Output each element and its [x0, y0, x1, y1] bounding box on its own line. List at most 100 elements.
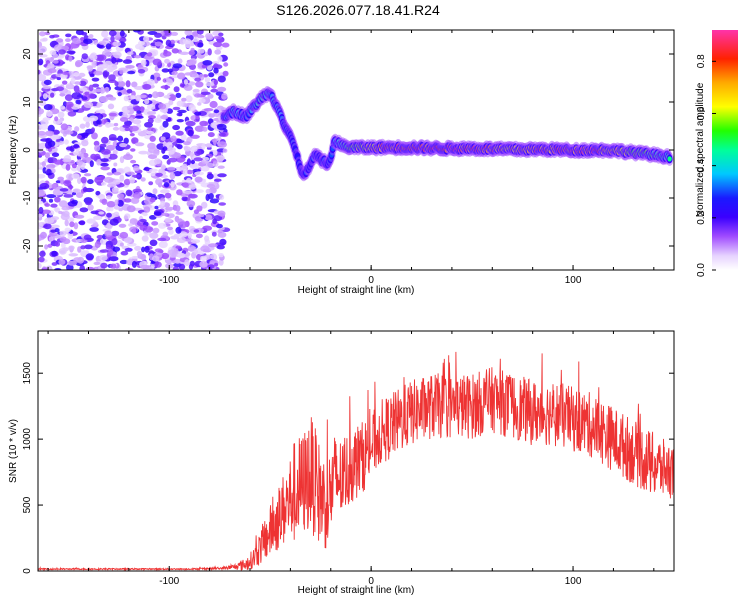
noise-blob [67, 111, 77, 117]
noise-blob [76, 159, 83, 166]
noise-blob [106, 172, 114, 176]
noise-blob [80, 176, 87, 184]
snr-line [38, 351, 674, 571]
noise-blob [111, 238, 118, 246]
noise-blob [80, 147, 87, 155]
noise-blob [129, 218, 138, 225]
noise-blob [38, 174, 46, 179]
noise-blob [217, 86, 227, 92]
track-core [667, 156, 672, 162]
noise-blob [195, 233, 203, 239]
noise-blob [161, 68, 170, 73]
figure-title: S126.2026.077.18.41.R24 [276, 2, 440, 18]
noise-blob [111, 56, 117, 64]
noise-blob [149, 215, 157, 220]
noise-blob [136, 110, 142, 114]
noise-blob [200, 91, 211, 96]
noise-blob [176, 189, 183, 196]
noise-blob [68, 245, 75, 251]
noise-blob [94, 177, 104, 184]
noise-blob [105, 244, 112, 250]
noise-blob [216, 223, 223, 229]
noise-blob [195, 81, 204, 88]
noise-blob [167, 226, 173, 231]
noise-blob [46, 168, 52, 176]
noise-blob [78, 72, 86, 78]
noise-blob [112, 126, 120, 131]
colorbar-tick-label: 0.6 [696, 106, 707, 120]
noise-blob [154, 32, 162, 38]
snr-xtick-label: 0 [368, 576, 374, 587]
noise-blob [53, 135, 62, 140]
noise-blob [71, 163, 77, 169]
noise-blob [184, 30, 193, 36]
noise-blob [122, 124, 131, 128]
noise-blob [99, 254, 108, 261]
noise-blob [170, 181, 175, 188]
noise-blob [207, 132, 215, 138]
noise-blob [223, 62, 229, 67]
noise-blob [79, 265, 85, 270]
noise-blob [87, 65, 93, 72]
noise-blob [175, 211, 184, 215]
noise-blob [85, 121, 90, 128]
noise-blob [133, 55, 142, 59]
noise-blob [147, 146, 158, 154]
noise-blob [194, 77, 202, 82]
noise-blob [106, 144, 115, 151]
noise-blob [152, 58, 162, 66]
noise-blob [68, 217, 75, 223]
noise-blob [175, 92, 182, 98]
noise-blob [83, 101, 94, 109]
noise-blob [174, 166, 184, 172]
noise-blob [93, 215, 103, 220]
noise-blob [52, 59, 59, 64]
noise-blob [61, 45, 70, 51]
noise-blob [59, 105, 66, 110]
noise-blob [118, 37, 127, 43]
noise-blob [47, 140, 56, 147]
noise-blob [123, 178, 131, 186]
noise-blob [119, 69, 124, 75]
noise-blob [171, 48, 179, 54]
noise-blob [182, 190, 193, 194]
noise-blob [150, 263, 156, 268]
noise-blob [38, 45, 47, 53]
noise-blob [149, 239, 158, 247]
noise-blob [85, 201, 92, 206]
noise-blob [158, 241, 168, 249]
noise-blob [59, 188, 69, 192]
noise-blob [38, 213, 43, 218]
noise-blob [141, 212, 148, 216]
noise-blob [73, 144, 80, 149]
noise-blob [41, 161, 47, 168]
noise-blob [79, 123, 86, 129]
colorbar-gradient [712, 30, 738, 270]
snr-frame [37, 330, 675, 572]
noise-blob [125, 80, 131, 88]
noise-blob [47, 68, 57, 74]
noise-blob [141, 235, 149, 242]
noise-blob [71, 192, 77, 196]
noise-blob [68, 185, 74, 190]
noise-blob [100, 149, 111, 155]
noise-blob [123, 109, 130, 114]
noise-blob [129, 125, 139, 132]
noise-blob [178, 231, 188, 238]
noise-blob [57, 176, 64, 181]
noise-blob [43, 223, 52, 230]
noise-blob [219, 194, 225, 200]
noise-blob [109, 206, 114, 212]
noise-blob [96, 102, 103, 108]
noise-blob [168, 99, 174, 106]
noise-blob [131, 137, 139, 144]
noise-blob [73, 257, 82, 263]
noise-blob [198, 213, 205, 218]
noise-blob [176, 100, 184, 107]
noise-blob [86, 218, 96, 224]
noise-blob [171, 71, 178, 76]
noise-blob [50, 229, 57, 233]
noise-blob [204, 108, 214, 112]
noise-blob [123, 154, 133, 160]
